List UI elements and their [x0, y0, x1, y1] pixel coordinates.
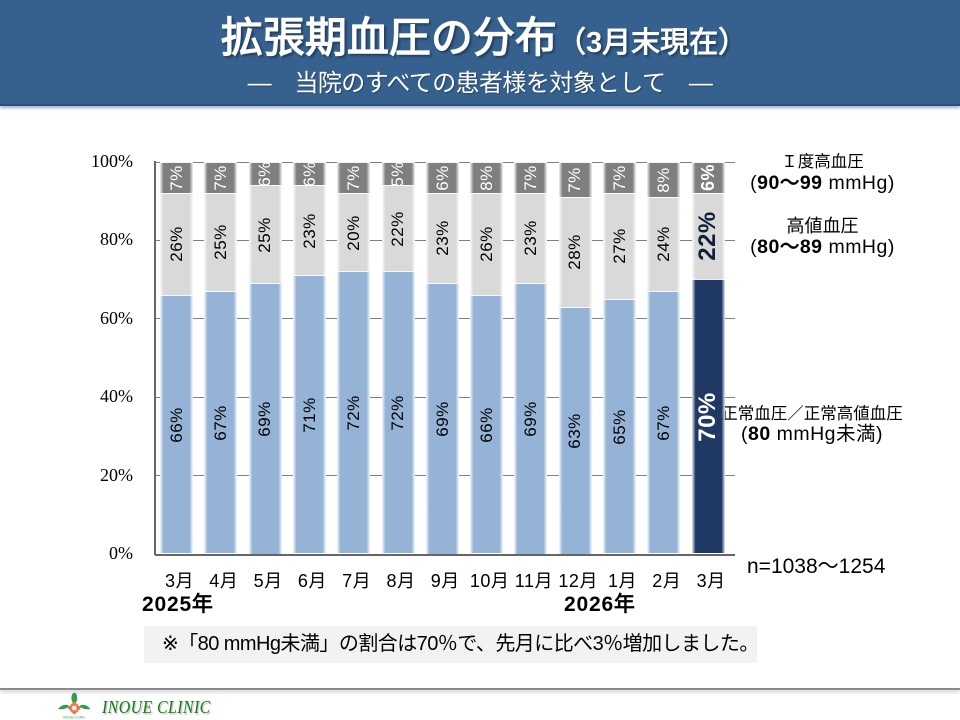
- svg-text:INOUE CLINIC: INOUE CLINIC: [63, 716, 86, 720]
